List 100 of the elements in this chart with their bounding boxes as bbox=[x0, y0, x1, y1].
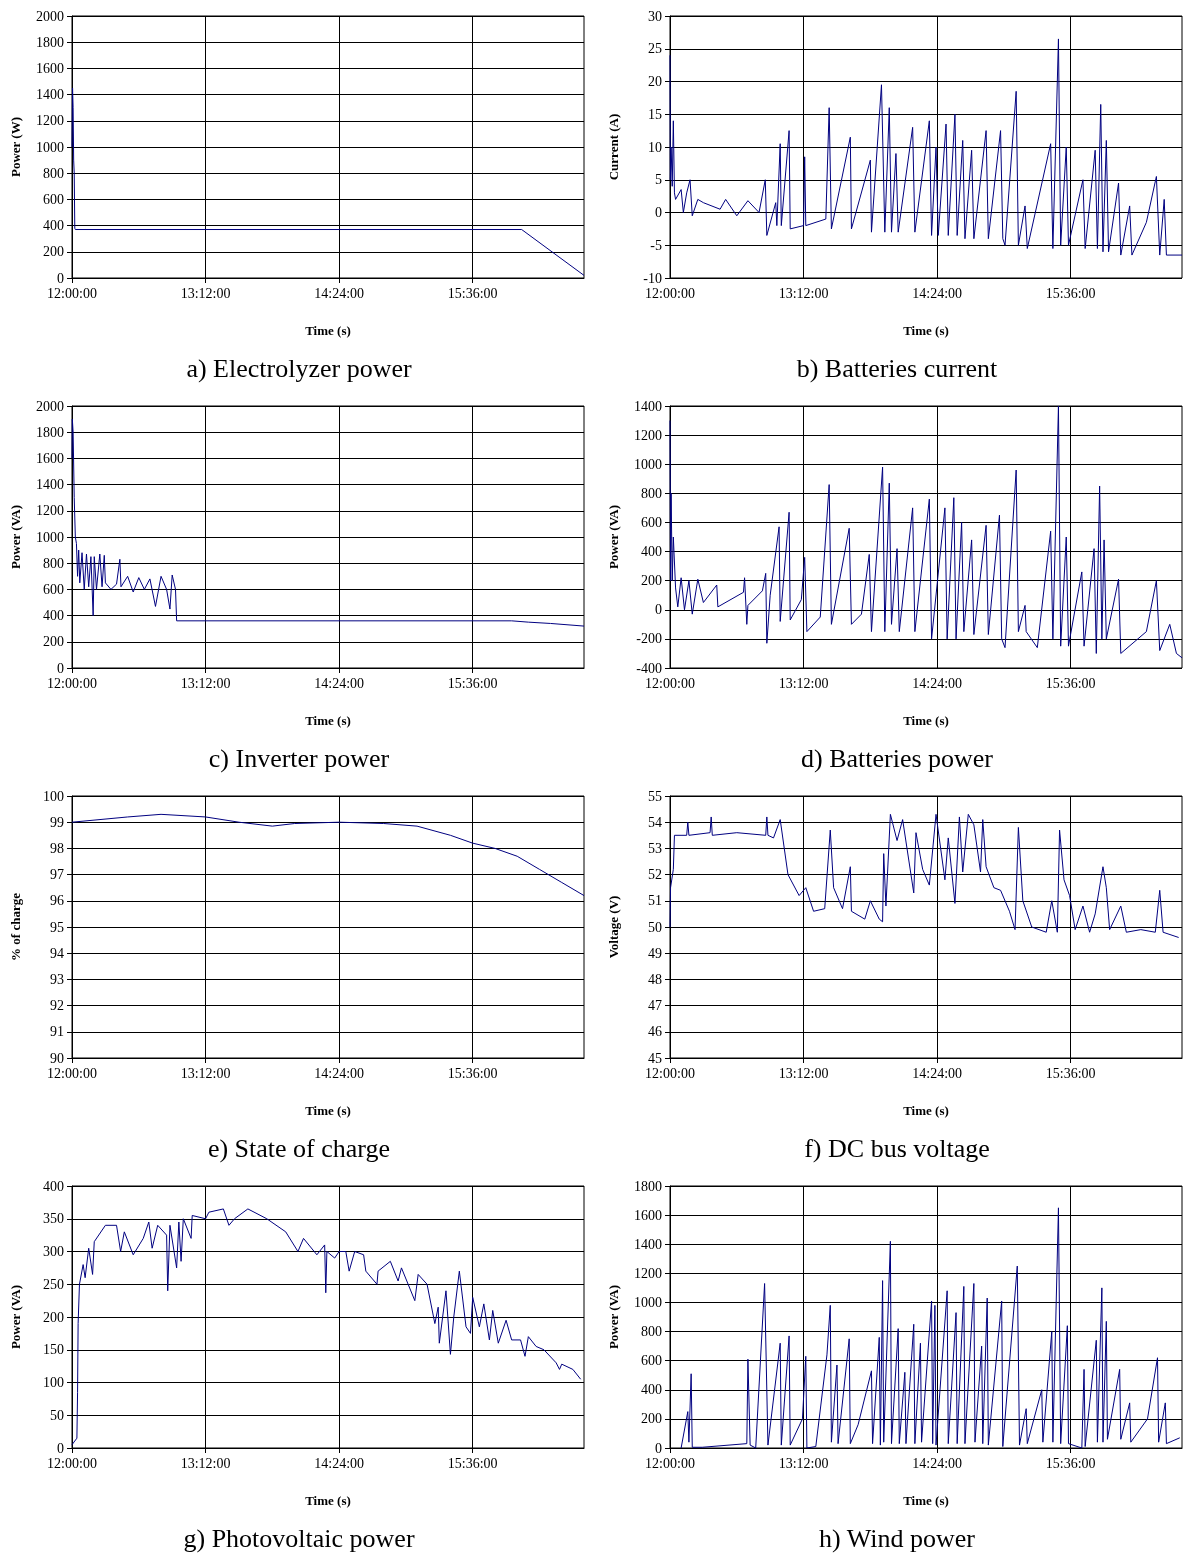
y-tick-label: 49 bbox=[648, 945, 662, 961]
y-tick-label: 0 bbox=[655, 1440, 662, 1456]
y-tick-label: 1400 bbox=[36, 87, 64, 103]
y-tick-label: 1800 bbox=[36, 34, 64, 50]
x-axis-title: Time (s) bbox=[903, 1103, 949, 1118]
y-tick-label: 50 bbox=[648, 919, 662, 935]
text: h) Wind power bbox=[819, 1523, 976, 1553]
y-tick-label: 1200 bbox=[634, 1265, 662, 1281]
y-tick-label: 1000 bbox=[36, 139, 64, 155]
y-tick-label: 1200 bbox=[36, 503, 64, 519]
y-axis-title: Power (VA) bbox=[8, 504, 23, 570]
x-tick-label: 13:12:00 bbox=[180, 1455, 231, 1471]
y-tick-label: 1400 bbox=[634, 1236, 662, 1252]
y-tick-label: 300 bbox=[43, 1244, 64, 1259]
y-tick-label: 20 bbox=[648, 74, 662, 89]
y-tick-label: -400 bbox=[636, 660, 662, 676]
y-tick-label: 0 bbox=[655, 602, 662, 618]
y-tick-label: 15 bbox=[648, 106, 662, 122]
y-tick-label: 96 bbox=[50, 893, 64, 909]
y-tick-label: 53 bbox=[648, 840, 662, 856]
y-tick-label: 47 bbox=[648, 998, 662, 1014]
y-tick-label: 55 bbox=[648, 788, 662, 804]
y-tick-label: 200 bbox=[43, 634, 64, 650]
y-tick-label: 0 bbox=[57, 270, 64, 286]
y-tick-label: -10 bbox=[643, 270, 662, 286]
x-tick-label: 13:12:00 bbox=[778, 1065, 829, 1081]
text: e) State of charge bbox=[207, 1133, 391, 1163]
y-tick-label: 400 bbox=[43, 1178, 64, 1194]
x-tick-label: 13:12:00 bbox=[180, 675, 231, 691]
text: f) DC bus voltage bbox=[804, 1133, 990, 1163]
y-tick-label: 1200 bbox=[36, 113, 64, 129]
y-tick-label: 1200 bbox=[634, 427, 662, 443]
x-tick-label: 15:36:00 bbox=[1045, 675, 1096, 691]
y-tick-label: 100 bbox=[43, 788, 64, 804]
x-tick-label: 13:12:00 bbox=[778, 675, 829, 691]
x-tick-label: 14:24:00 bbox=[912, 285, 963, 301]
x-axis-title: Time (s) bbox=[305, 1493, 351, 1508]
x-tick-label: 14:24:00 bbox=[314, 285, 365, 301]
y-axis-title: Voltage (V) bbox=[606, 895, 621, 959]
y-tick-label: 1000 bbox=[634, 1294, 662, 1310]
y-tick-label: 2000 bbox=[36, 8, 64, 24]
y-tick-label: 10 bbox=[648, 139, 662, 155]
y-tick-label: 1600 bbox=[36, 450, 64, 466]
y-tick-label: 2000 bbox=[36, 398, 64, 414]
y-tick-label: 800 bbox=[641, 485, 662, 501]
y-tick-label: 93 bbox=[50, 971, 64, 987]
x-tick-label: 14:24:00 bbox=[314, 1065, 365, 1081]
x-tick-label: 13:12:00 bbox=[778, 1455, 829, 1471]
y-tick-label: 0 bbox=[57, 660, 64, 676]
x-tick-label: 13:12:00 bbox=[180, 1065, 231, 1081]
y-tick-label: 94 bbox=[50, 945, 64, 961]
text: b) Batteries current bbox=[796, 353, 999, 383]
x-tick-label: 12:00:00 bbox=[47, 675, 97, 691]
y-tick-label: 250 bbox=[43, 1276, 64, 1292]
y-axis-title: Power (VA) bbox=[606, 504, 621, 570]
x-tick-label: 14:24:00 bbox=[912, 1455, 963, 1471]
x-axis-title: Time (s) bbox=[305, 323, 351, 338]
y-tick-label: 800 bbox=[43, 555, 64, 571]
text: c) Inverter power bbox=[208, 743, 390, 773]
y-tick-label: 200 bbox=[641, 573, 662, 589]
x-tick-label: 12:00:00 bbox=[645, 675, 695, 691]
y-tick-label: 400 bbox=[43, 608, 64, 624]
y-tick-label: 52 bbox=[648, 867, 662, 883]
y-tick-label: -5 bbox=[650, 237, 662, 253]
x-tick-label: 15:36:00 bbox=[1045, 1455, 1096, 1471]
y-tick-label: -200 bbox=[636, 631, 662, 647]
y-tick-label: 50 bbox=[50, 1407, 64, 1423]
y-tick-label: 600 bbox=[641, 1353, 662, 1369]
y-axis-title: Power (VA) bbox=[8, 1284, 23, 1350]
y-tick-label: 95 bbox=[50, 919, 64, 935]
y-tick-label: 1400 bbox=[634, 398, 662, 414]
y-axis-title: Power (VA) bbox=[606, 1284, 621, 1350]
x-tick-label: 13:12:00 bbox=[778, 285, 829, 301]
y-axis-title: % of charge bbox=[8, 892, 23, 961]
text: a) Electrolyzer power bbox=[186, 353, 412, 383]
y-tick-label: 600 bbox=[641, 514, 662, 530]
y-tick-label: 200 bbox=[43, 1309, 64, 1325]
x-tick-label: 15:36:00 bbox=[447, 285, 498, 301]
y-tick-label: 91 bbox=[50, 1024, 64, 1040]
y-tick-label: 45 bbox=[648, 1050, 662, 1066]
x-tick-label: 12:00:00 bbox=[645, 1065, 695, 1081]
y-tick-label: 1000 bbox=[36, 529, 64, 545]
x-tick-label: 15:36:00 bbox=[1045, 285, 1096, 301]
x-axis-title: Time (s) bbox=[903, 713, 949, 728]
y-tick-label: 200 bbox=[641, 1411, 662, 1427]
text: g) Photovoltaic power bbox=[183, 1523, 415, 1553]
y-tick-label: 400 bbox=[641, 544, 662, 560]
y-tick-label: 400 bbox=[43, 218, 64, 234]
y-tick-label: 99 bbox=[50, 814, 64, 830]
y-tick-label: 48 bbox=[648, 971, 662, 987]
x-axis-title: Time (s) bbox=[305, 713, 351, 728]
x-axis-title: Time (s) bbox=[305, 1103, 351, 1118]
y-tick-label: 98 bbox=[50, 840, 64, 856]
x-tick-label: 14:24:00 bbox=[314, 675, 365, 691]
y-tick-label: 800 bbox=[641, 1324, 662, 1340]
x-tick-label: 15:36:00 bbox=[447, 1065, 498, 1081]
y-tick-label: 1800 bbox=[36, 424, 64, 440]
line-series bbox=[680, 1207, 1181, 1449]
y-axis-title: Current (A) bbox=[606, 113, 621, 181]
y-tick-label: 92 bbox=[50, 998, 64, 1014]
